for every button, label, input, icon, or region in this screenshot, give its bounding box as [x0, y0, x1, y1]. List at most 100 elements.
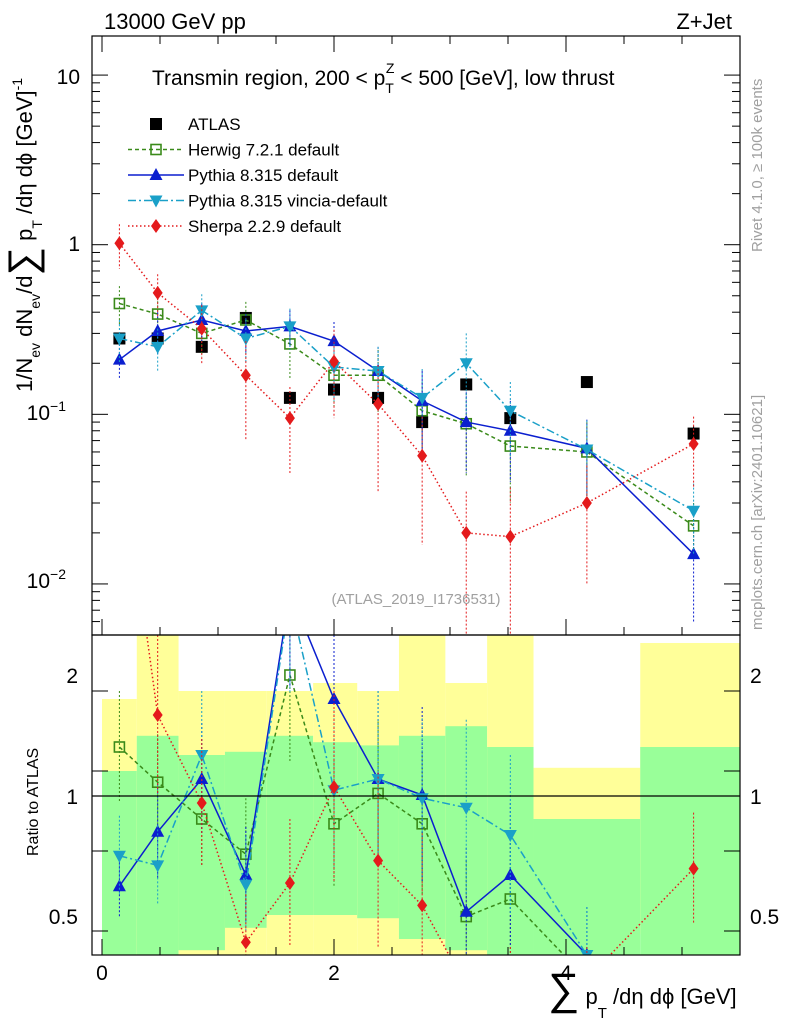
- point-4-10: [581, 496, 592, 511]
- ratio-panel-series: [112, 428, 699, 994]
- ratio-point-1-10: [582, 974, 592, 984]
- ratio-panel-frame: [91, 634, 741, 956]
- ratio-point-4-0: [114, 428, 124, 442]
- ratio-point-3-0: [112, 850, 126, 863]
- series-line-4: [118, 242, 694, 538]
- legend-label-4: Sherpa 2.2.9 default: [188, 217, 341, 236]
- y-tick-label-1e-1: 10−1: [27, 398, 67, 425]
- point-2-0: [112, 352, 126, 365]
- point-3-10: [580, 444, 594, 457]
- series-line-3: [119, 309, 694, 512]
- point-0-10: [580, 376, 593, 389]
- series-line-2: [118, 319, 695, 555]
- ratio-point-4-7: [417, 898, 428, 913]
- legend-marker-2: [149, 168, 163, 180]
- ratio-point-2-9: [503, 868, 517, 880]
- ratio-line-4: [145, 635, 695, 955]
- region-title: Transmin region, 200 < pTZ < 500 [GeV], …: [152, 60, 615, 96]
- point-1-0: [113, 297, 126, 310]
- ratio-point-2-4: [283, 585, 296, 597]
- point-3-3: [239, 333, 253, 346]
- ratio-tick-label-right-2: 2: [750, 665, 762, 688]
- point-4-0: [114, 236, 125, 251]
- ratio-line-3: [119, 635, 590, 955]
- legend: ATLAS Herwig 7.2.1 default Pythia 8.315 de…: [128, 115, 388, 236]
- point-4-1: [152, 285, 163, 300]
- series-ratio-3: [112, 593, 594, 955]
- main-panel-series: [112, 224, 701, 635]
- energy-label: 13000 GeV pp: [104, 9, 246, 34]
- ratio-tick-label-right-1: 1: [750, 786, 762, 809]
- point-4-7: [417, 448, 428, 463]
- mcplots-label: mcplots.cern.ch [arXiv:2401.10621]: [749, 395, 766, 630]
- point-4-6: [373, 397, 384, 412]
- ratio-point-4-3: [240, 935, 251, 950]
- ratio-point-2-2: [195, 772, 209, 784]
- x-tick-label-2: 2: [328, 962, 340, 985]
- process-label: Z+Jet: [676, 9, 732, 34]
- ratio-point-4-6: [373, 853, 384, 868]
- ratio-point-3-1: [151, 860, 165, 873]
- point-4-2: [196, 321, 207, 336]
- legend-label-2: Pythia 8.315 default: [188, 166, 339, 185]
- ratio-tick-label-1: 1: [66, 786, 78, 809]
- ratio-point-4-9: [505, 972, 515, 986]
- band-green-10: [533, 819, 641, 955]
- series-line-1: [119, 302, 695, 527]
- ratio-point-3-6: [371, 774, 385, 786]
- legend-label-3: Pythia 8.315 vincia-default: [188, 192, 388, 211]
- rivet-version-label: Rivet 4.1.0, ≥ 100k events: [749, 79, 766, 252]
- point-2-9: [503, 423, 517, 436]
- point-4-5: [329, 354, 339, 369]
- point-3-2: [195, 305, 209, 318]
- ratio-tick-label-right-0.5: 0.5: [750, 906, 779, 929]
- legend-marker-4: [151, 219, 161, 233]
- point-3-4: [283, 321, 297, 334]
- legend-label-0: ATLAS: [188, 115, 241, 134]
- ratio-point-3-3: [239, 879, 253, 892]
- ratio-line-1: [118, 672, 565, 955]
- ratio-point-4-4: [284, 876, 295, 890]
- ratio-point-4-8: [461, 980, 471, 994]
- ratio-point-3-9: [503, 830, 517, 842]
- point-3-1: [151, 341, 165, 354]
- point-2-8: [459, 415, 473, 428]
- x-tick-label-4: 4: [560, 962, 572, 985]
- series-ratio-4: [114, 428, 699, 994]
- point-3-7: [415, 392, 429, 405]
- point-4-4: [284, 411, 295, 426]
- legend-marker-0: [150, 118, 162, 130]
- point-4-8: [461, 525, 472, 540]
- point-3-9: [503, 405, 517, 418]
- ratio-tick-label-2: 2: [66, 665, 78, 688]
- x-axis-label: ∑ pT /dη dϕ [GeV]: [548, 965, 737, 1022]
- point-3-8: [459, 358, 473, 371]
- ratio-point-4-1: [152, 708, 163, 722]
- ratio-point-2-5: [327, 692, 341, 704]
- ratio-point-3-8: [459, 802, 473, 815]
- point-0-4: [283, 391, 296, 404]
- ratio-point-4-11: [688, 861, 699, 876]
- point-3-11: [687, 505, 701, 518]
- point-3-6: [371, 366, 385, 379]
- ratio-point-4-5: [329, 780, 339, 794]
- point-4-11: [688, 436, 699, 451]
- y-axis-label-ratio: Ratio to ATLAS: [25, 748, 42, 856]
- legend-marker-1: [150, 143, 162, 156]
- axis-ticks: [92, 36, 741, 955]
- ratio-point-1-0: [113, 741, 126, 753]
- y-tick-label-1: 1: [68, 233, 80, 256]
- x-tick-label-0: 0: [96, 962, 108, 985]
- point-4-9: [505, 529, 516, 544]
- point-2-5: [327, 334, 341, 347]
- ratio-point-3-4: [283, 593, 296, 605]
- point-2-3: [239, 323, 253, 336]
- band-green-11: [640, 747, 740, 955]
- analysis-id-label: (ATLAS_2019_I1736531): [331, 591, 500, 608]
- ratio-tick-label-0.5: 0.5: [49, 906, 78, 929]
- point-0-8: [460, 378, 473, 391]
- point-3-0: [112, 333, 126, 346]
- y-axis-label-main: 1/Nev dNev/d∑ pT /dη dϕ [GeV]-1: [1, 78, 45, 392]
- point-1-1: [151, 308, 164, 320]
